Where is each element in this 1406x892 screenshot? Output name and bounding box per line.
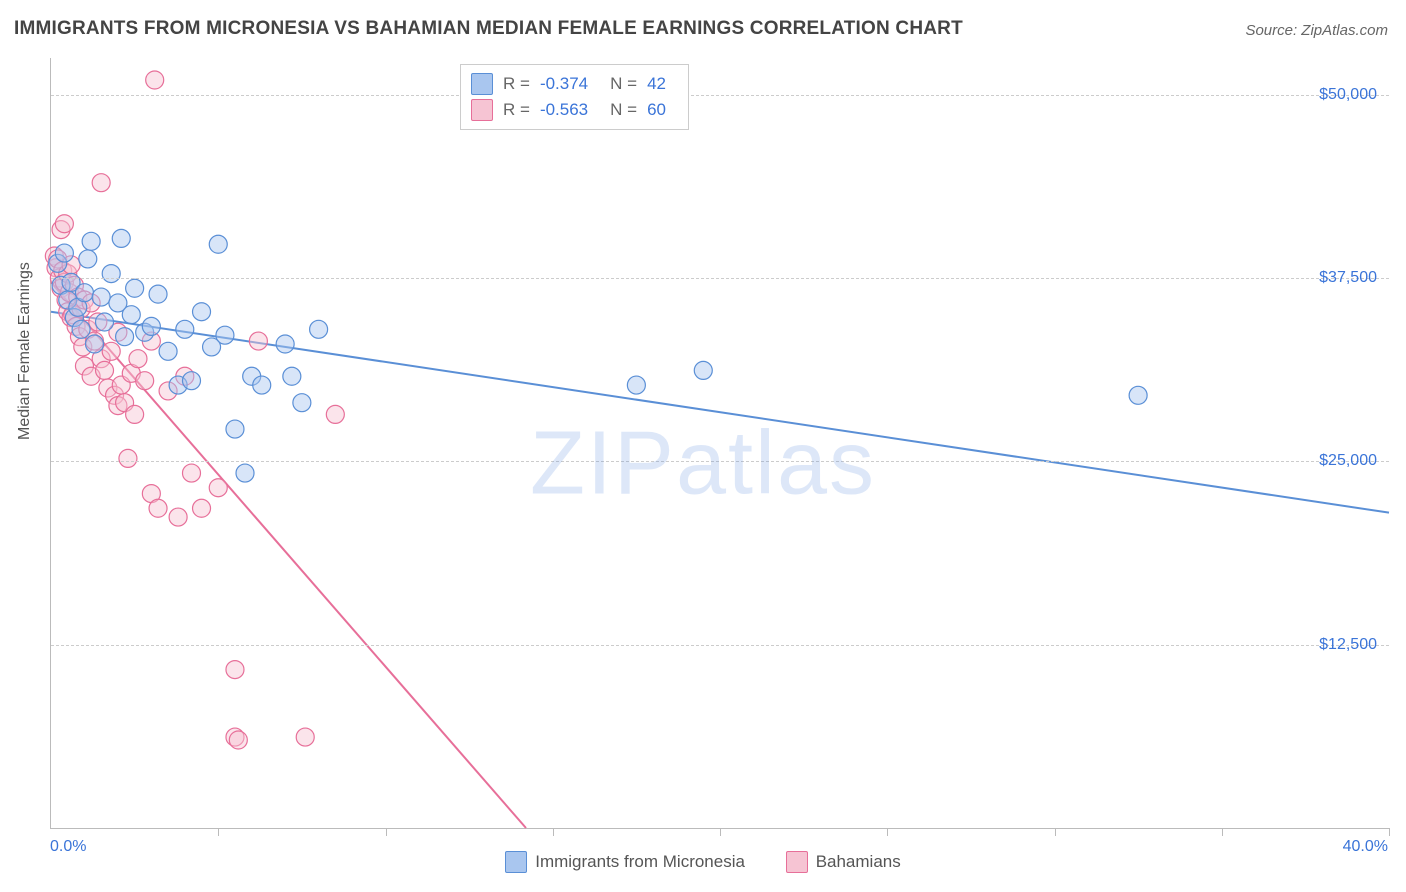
x-tick-mark — [1389, 828, 1390, 836]
legend-item-1: Immigrants from Micronesia — [505, 851, 745, 873]
scatter-point — [102, 265, 120, 283]
scatter-plot-svg — [51, 58, 1389, 828]
legend-swatch-2b — [786, 851, 808, 873]
x-axis-min-label: 0.0% — [50, 838, 86, 856]
scatter-point — [229, 731, 247, 749]
r-label: R = — [503, 100, 530, 120]
scatter-point — [169, 508, 187, 526]
n-label: N = — [610, 74, 637, 94]
scatter-point — [226, 420, 244, 438]
gridline — [51, 461, 1389, 462]
series-2-name: Bahamians — [816, 852, 901, 872]
scatter-point — [116, 328, 134, 346]
y-tick-label: $37,500 — [1319, 269, 1377, 287]
scatter-point — [85, 335, 103, 353]
scatter-point — [193, 303, 211, 321]
gridline — [51, 278, 1389, 279]
scatter-point — [209, 235, 227, 253]
scatter-point — [249, 332, 267, 350]
scatter-point — [627, 376, 645, 394]
scatter-point — [149, 285, 167, 303]
legend-item-2: Bahamians — [786, 851, 901, 873]
n-value-2: 60 — [647, 100, 666, 120]
legend-row-series-1: R = -0.374 N = 42 — [471, 71, 678, 97]
gridline — [51, 645, 1389, 646]
scatter-point — [122, 306, 140, 324]
x-tick-mark — [1055, 828, 1056, 836]
scatter-point — [136, 372, 154, 390]
scatter-point — [176, 320, 194, 338]
scatter-point — [75, 284, 93, 302]
scatter-point — [112, 229, 130, 247]
scatter-point — [293, 394, 311, 412]
legend-row-series-2: R = -0.563 N = 60 — [471, 97, 678, 123]
x-tick-mark — [1222, 828, 1223, 836]
n-label: N = — [610, 100, 637, 120]
legend-swatch-2 — [471, 99, 493, 121]
y-tick-label: $25,000 — [1319, 452, 1377, 470]
scatter-point — [326, 405, 344, 423]
scatter-point — [283, 367, 301, 385]
scatter-point — [96, 361, 114, 379]
x-tick-mark — [386, 828, 387, 836]
scatter-point — [55, 244, 73, 262]
y-tick-label: $12,500 — [1319, 636, 1377, 654]
n-value-1: 42 — [647, 74, 666, 94]
scatter-point — [216, 326, 234, 344]
scatter-point — [142, 317, 160, 335]
scatter-point — [182, 464, 200, 482]
x-tick-mark — [720, 828, 721, 836]
scatter-point — [310, 320, 328, 338]
correlation-legend: R = -0.374 N = 42 R = -0.563 N = 60 — [460, 64, 689, 130]
source-attribution: Source: ZipAtlas.com — [1245, 22, 1388, 39]
x-tick-mark — [887, 828, 888, 836]
series-legend: Immigrants from Micronesia Bahamians — [0, 851, 1406, 878]
y-axis-label: Median Female Earnings — [16, 262, 34, 440]
scatter-point — [182, 372, 200, 390]
scatter-point — [79, 250, 97, 268]
scatter-point — [102, 342, 120, 360]
scatter-point — [226, 661, 244, 679]
scatter-point — [1129, 386, 1147, 404]
scatter-point — [119, 449, 137, 467]
scatter-point — [253, 376, 271, 394]
scatter-point — [276, 335, 294, 353]
legend-swatch-1 — [471, 73, 493, 95]
x-tick-mark — [553, 828, 554, 836]
r-label: R = — [503, 74, 530, 94]
trend-line — [51, 282, 526, 828]
scatter-point — [236, 464, 254, 482]
scatter-point — [126, 279, 144, 297]
scatter-point — [92, 288, 110, 306]
r-value-1: -0.374 — [540, 74, 588, 94]
legend-swatch-1b — [505, 851, 527, 873]
series-1-name: Immigrants from Micronesia — [535, 852, 745, 872]
scatter-point — [694, 361, 712, 379]
scatter-point — [92, 174, 110, 192]
chart-plot-area: $12,500 $25,000 $37,500 $50,000 — [50, 58, 1389, 829]
scatter-point — [72, 320, 90, 338]
y-tick-label: $50,000 — [1319, 86, 1377, 104]
scatter-point — [193, 499, 211, 517]
scatter-point — [96, 313, 114, 331]
scatter-point — [149, 499, 167, 517]
scatter-point — [129, 350, 147, 368]
x-tick-mark — [218, 828, 219, 836]
scatter-point — [159, 342, 177, 360]
gridline — [51, 95, 1389, 96]
scatter-point — [146, 71, 164, 89]
scatter-point — [82, 232, 100, 250]
r-value-2: -0.563 — [540, 100, 588, 120]
chart-title: IMMIGRANTS FROM MICRONESIA VS BAHAMIAN M… — [14, 18, 963, 40]
scatter-point — [55, 215, 73, 233]
scatter-point — [209, 479, 227, 497]
scatter-point — [296, 728, 314, 746]
scatter-point — [126, 405, 144, 423]
x-axis-max-label: 40.0% — [1343, 838, 1388, 856]
